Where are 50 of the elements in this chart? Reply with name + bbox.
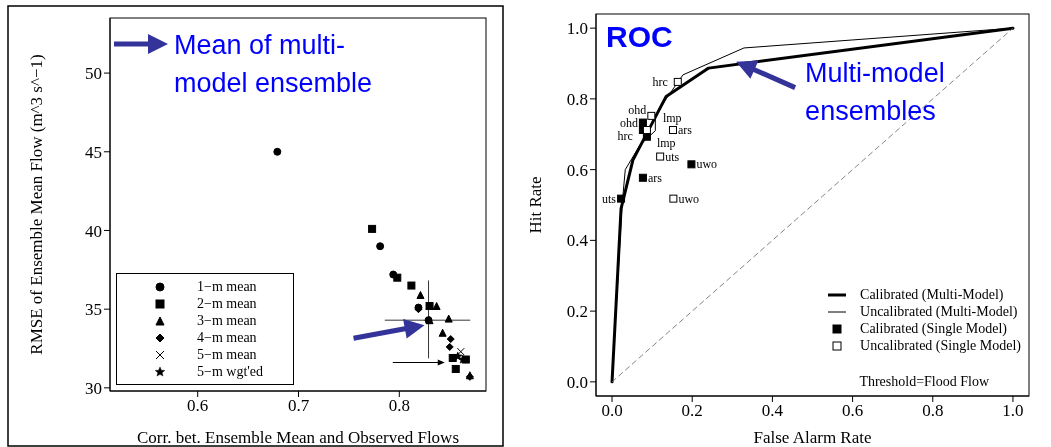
legend-label: Calibrated (Multi-Model) [860, 286, 1004, 303]
y-axis-title: RMSE of Ensemble Mean Flow (m^3 s^−1) [27, 54, 47, 355]
legend-label: 5−m mean [197, 346, 257, 363]
x-tick-label: 1.0 [1002, 401, 1024, 421]
x-tick-label: 0.7 [287, 396, 310, 416]
x-tick-label: 0.6 [841, 401, 864, 421]
annotation: ars [677, 123, 693, 138]
annotation: hrc [617, 129, 633, 144]
annotation: uts [665, 149, 680, 164]
x-tick-label: 0.6 [187, 396, 209, 416]
annotation: uwo [678, 191, 700, 206]
legend-label: 4−m mean [197, 329, 257, 346]
legend-label: Uncalibrated (Multi-Model) [860, 303, 1018, 320]
y-tick-label: 0.4 [566, 231, 589, 251]
annotation: Mean of multi-model ensemble [174, 29, 374, 100]
legend-label: 5−m wgt'ed [197, 363, 264, 380]
annotation: lmp [662, 111, 682, 126]
annotation: uwo [696, 157, 718, 172]
annotation: lmp [656, 135, 676, 150]
y-tick-label: 50 [85, 64, 102, 84]
y-tick-label: 0.0 [566, 372, 588, 392]
y-tick-label: 45 [85, 142, 102, 162]
legend-label: Calibrated (Single Model) [860, 320, 1008, 337]
legend-label: 2−m mean [197, 295, 257, 312]
x-axis-title: False Alarm Rate [753, 428, 872, 447]
x-tick-label: 0.4 [761, 401, 784, 421]
annotation: hrc [652, 74, 668, 89]
y-tick-label: 1.0 [566, 19, 588, 39]
y-tick-label: 0.8 [566, 89, 588, 109]
y-tick-label: 0.6 [566, 160, 588, 180]
x-tick-label: 0.0 [601, 401, 623, 421]
annotation: uts [602, 191, 617, 206]
annotation: ohd [628, 102, 647, 117]
x-tick-label: 0.8 [922, 401, 944, 421]
annotation: Multi-model ensembles [805, 56, 946, 128]
x-axis-title: Corr. bet. Ensemble Mean and Observed Flows [137, 428, 459, 447]
x-tick-label: 0.2 [681, 401, 703, 421]
chart-title: ROC [606, 20, 673, 54]
x-tick-label: 0.8 [388, 396, 410, 416]
legend-label: Uncalibrated (Single Model) [860, 337, 1021, 354]
y-tick-label: 35 [85, 300, 102, 320]
y-axis-title: Hit Rate [526, 176, 546, 234]
y-tick-label: 0.2 [566, 302, 588, 322]
y-tick-label: 30 [85, 378, 102, 398]
annotation: Threshold=Flood Flow [859, 374, 989, 390]
legend-label: 3−m mean [197, 312, 257, 329]
legend-label: 1−m mean [197, 278, 257, 295]
annotation: ohd [619, 115, 638, 130]
annotation: ars [647, 170, 663, 185]
y-tick-label: 40 [85, 221, 102, 241]
